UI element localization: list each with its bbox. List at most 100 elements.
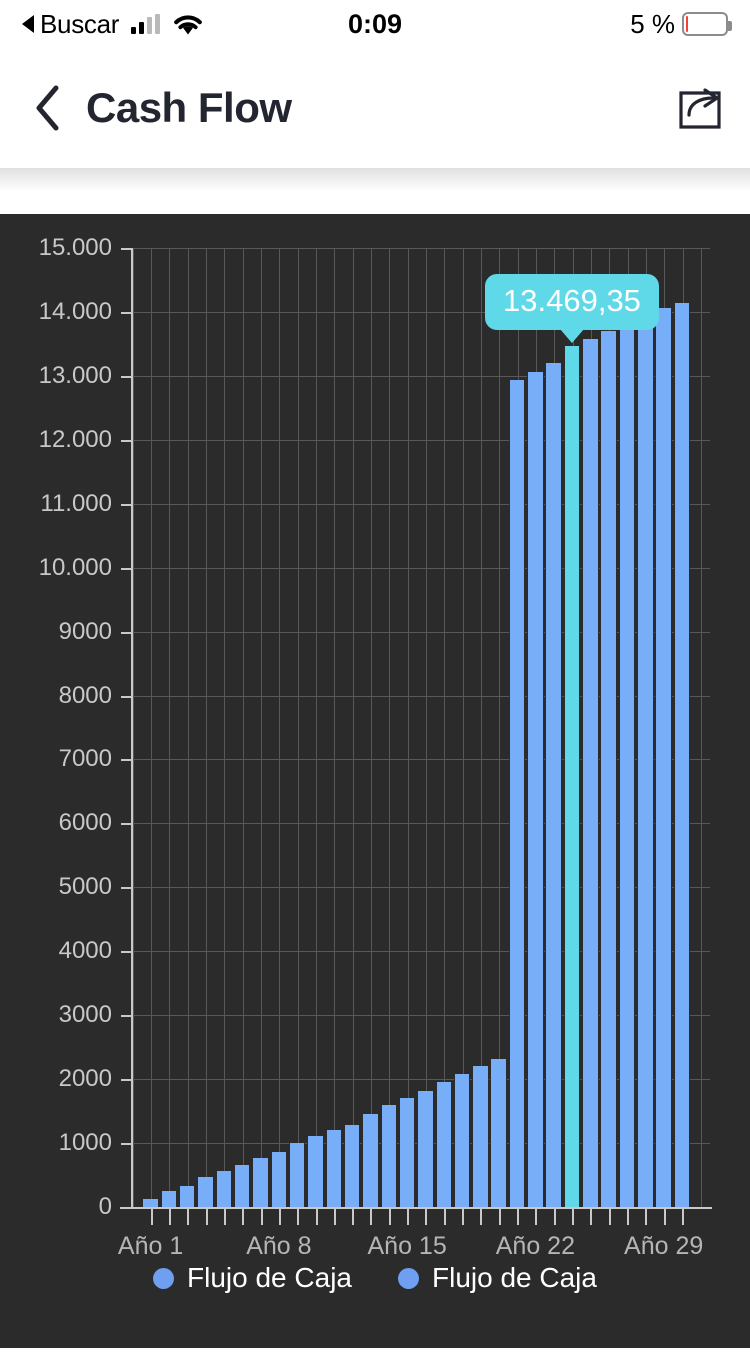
x-axis-tick	[645, 1209, 648, 1225]
gridline-vertical	[407, 248, 409, 1207]
bar-series[interactable]	[131, 248, 710, 1207]
y-axis-tick-label: 14.000	[38, 297, 112, 325]
y-axis-line	[131, 248, 133, 1208]
x-axis-tick	[535, 1209, 538, 1225]
chart-bar[interactable]	[288, 1143, 306, 1207]
chart-bar[interactable]	[270, 1152, 288, 1207]
legend-color-dot	[153, 1267, 175, 1289]
chart-bar[interactable]	[343, 1124, 361, 1207]
chart-bar[interactable]	[508, 380, 526, 1207]
chart-bar[interactable]	[197, 1176, 214, 1207]
legend-color-dot	[398, 1267, 419, 1289]
y-axis-tick	[121, 887, 133, 890]
navigation-bar: Cash Flow	[0, 48, 750, 168]
x-axis-tick	[150, 1209, 153, 1225]
x-axis-tick-label: Año 29	[624, 1232, 704, 1260]
triangle-left-icon[interactable]	[22, 15, 34, 33]
y-axis-tick-label: 7000	[58, 745, 112, 773]
gridline-vertical	[389, 248, 391, 1207]
gridline-horizontal	[131, 1015, 710, 1017]
x-axis-tick	[205, 1209, 208, 1225]
gridline-vertical	[169, 248, 171, 1207]
bottom-spacer	[0, 1348, 750, 1360]
legend-item[interactable]: Flujo de Caja	[153, 1262, 352, 1294]
legend-label: Flujo de Caja	[432, 1262, 597, 1293]
content-gap	[0, 192, 750, 214]
chart-bar[interactable]	[160, 1191, 178, 1207]
chart-bar[interactable]	[435, 1082, 452, 1207]
x-axis-tick	[498, 1209, 501, 1225]
y-axis-tick	[121, 439, 133, 442]
chart-bar[interactable]	[380, 1104, 398, 1207]
chart-bar[interactable]	[142, 1199, 159, 1207]
chart-bar[interactable]	[655, 308, 672, 1207]
gridline-vertical	[480, 248, 482, 1207]
chart-bar[interactable]	[252, 1158, 269, 1207]
x-axis-tick-label: Año 22	[495, 1232, 575, 1260]
x-axis-tick	[681, 1209, 684, 1225]
chart-bar[interactable]	[618, 325, 636, 1207]
x-axis-tick	[517, 1209, 520, 1225]
chart-bar[interactable]	[398, 1098, 416, 1207]
back-button[interactable]	[26, 85, 70, 131]
y-axis-tick	[121, 1207, 133, 1209]
chart-bar[interactable]	[545, 363, 562, 1207]
gridline-horizontal	[131, 567, 710, 569]
y-axis-tick-label: 11.000	[40, 489, 112, 517]
chart-bar[interactable]	[307, 1136, 324, 1207]
chart-bar[interactable]	[673, 302, 691, 1207]
y-axis-tick	[121, 695, 133, 698]
battery-low-icon	[682, 12, 732, 36]
gridline-horizontal	[131, 439, 710, 441]
gridline-horizontal	[131, 248, 710, 249]
chart-bar[interactable]	[490, 1058, 507, 1207]
chart-bar[interactable]	[637, 319, 654, 1207]
chart-bar[interactable]	[563, 345, 581, 1207]
cash-flow-chart[interactable]: 0 1000 2000 3000 4000 5000 6000 7000 8000 9000 10.…	[0, 214, 750, 1348]
chart-bar[interactable]	[233, 1164, 251, 1207]
wifi-icon	[172, 13, 204, 36]
chart-bar[interactable]	[472, 1066, 489, 1207]
y-axis-tick-label: 12.000	[38, 425, 112, 453]
chart-bar[interactable]	[179, 1185, 196, 1207]
y-axis-ticks	[119, 248, 133, 1209]
gridline-vertical	[242, 248, 244, 1207]
gridline-horizontal	[131, 311, 710, 313]
gridline-vertical	[132, 248, 134, 1207]
x-axis-tick	[333, 1209, 336, 1225]
status-bar-back-label[interactable]: Buscar	[40, 8, 120, 39]
chart-bar[interactable]	[600, 331, 617, 1207]
x-axis-tick	[663, 1209, 666, 1225]
chart-bar[interactable]	[527, 372, 544, 1207]
value-tooltip: 13.469,35	[485, 273, 659, 330]
y-axis-tick-label: 8000	[58, 681, 112, 709]
chart-bar[interactable]	[325, 1130, 343, 1207]
navbar-shadow	[0, 168, 750, 192]
share-button[interactable]	[676, 84, 724, 132]
x-axis-tick	[407, 1209, 410, 1225]
chart-bar[interactable]	[417, 1090, 434, 1207]
gridline-vertical	[352, 248, 354, 1207]
battery-fill	[686, 16, 689, 32]
chart-bar[interactable]	[362, 1114, 379, 1207]
chart-bar[interactable]	[215, 1171, 233, 1207]
x-axis-tick	[572, 1209, 575, 1225]
y-axis-tick-label: 5000	[58, 873, 112, 901]
gridline-horizontal	[131, 695, 710, 697]
legend-item[interactable]: Flujo de Caja	[398, 1262, 597, 1294]
gridline-vertical	[224, 248, 226, 1207]
y-axis-tick	[121, 631, 133, 634]
gridline-vertical	[261, 248, 263, 1207]
chart-bar[interactable]	[453, 1074, 471, 1207]
battery-percent-label: 5 %	[630, 8, 675, 39]
y-axis-tick	[121, 503, 133, 506]
chart-bar[interactable]	[582, 338, 599, 1207]
y-axis-tick	[121, 567, 133, 570]
gridline-vertical	[279, 248, 281, 1207]
gridline-horizontal	[131, 823, 710, 825]
gridline-vertical	[187, 248, 189, 1207]
y-axis-tick-label: 10.000	[38, 553, 112, 581]
y-axis-tick-label: 0	[98, 1193, 112, 1220]
y-axis-tick	[121, 311, 133, 314]
y-axis-tick-label: 4000	[58, 937, 112, 965]
